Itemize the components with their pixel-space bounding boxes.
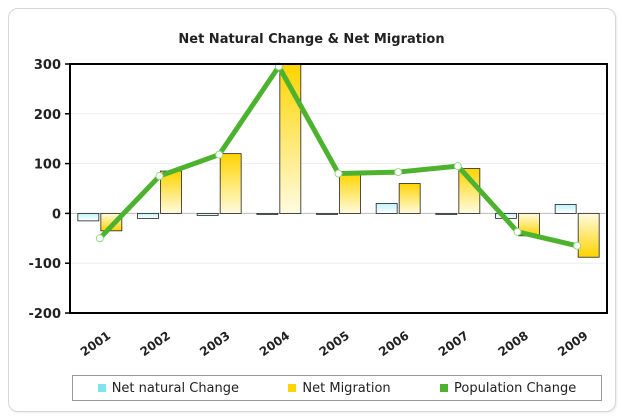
legend-label: Net Migration: [302, 380, 391, 396]
gridlines: [70, 113, 607, 264]
legend-label: Net natural Change: [111, 380, 240, 396]
bar-net-natural-change: [316, 212, 338, 215]
population-change-point: [394, 168, 403, 177]
bar-net-natural-change: [435, 212, 458, 215]
y-tick-label: -100: [28, 257, 61, 272]
bar-net-natural-change: [554, 204, 577, 214]
x-tick-label: 2006: [376, 328, 411, 359]
x-tick-label: 2002: [138, 328, 173, 359]
x-tick-label: 2001: [78, 328, 113, 359]
bar-net-natural-change: [77, 212, 100, 222]
chart-card: [8, 8, 616, 412]
x-tick-label: 2005: [317, 328, 352, 359]
population-change-point: [215, 150, 224, 159]
population-change-point: [95, 234, 104, 243]
bar-net-migration: [398, 183, 421, 214]
legend-item-net-migration: Net Migration: [288, 380, 391, 396]
y-tick-label: 200: [34, 108, 61, 123]
legend-item-net-natural-change: Net natural Change: [97, 380, 240, 396]
population-change-line: [95, 62, 582, 250]
population-change-point: [334, 169, 343, 178]
legend: Net natural Change Net Migration Populat…: [72, 375, 602, 401]
y-axis-ticks: -200 -100 0 100 200 300: [28, 58, 70, 322]
population-change-point: [155, 172, 164, 181]
y-tick-label: -200: [28, 307, 61, 322]
x-tick-label: 2008: [496, 328, 531, 359]
x-tick-label: 2003: [197, 328, 232, 359]
legend-swatch-cyan: [97, 384, 106, 392]
legend-swatch-yellow: [288, 384, 297, 392]
bar-net-migration: [339, 173, 361, 214]
population-change-point: [453, 162, 462, 171]
bar-net-migration: [219, 153, 242, 214]
population-change-point: [513, 227, 522, 236]
legend-swatch-green: [440, 384, 449, 392]
x-tick-label: 2004: [257, 328, 292, 359]
population-change-line-path: [97, 63, 580, 249]
legend-label: Population Change: [454, 380, 577, 396]
bar-net-natural-change: [196, 212, 219, 216]
x-tick-label: 2009: [555, 328, 590, 359]
legend-item-population-change: Population Change: [440, 381, 576, 396]
bar-net-natural-change: [137, 212, 159, 219]
bar-net-migration: [160, 170, 182, 214]
net-migration-bars: [100, 63, 600, 258]
plot-frame: [69, 63, 608, 314]
y-tick-label: 0: [52, 207, 61, 222]
chart-title: Net Natural Change & Net Migration: [178, 32, 445, 47]
population-change-point: [573, 241, 582, 250]
y-tick-label: 300: [34, 58, 61, 73]
y-tick-label: 100: [34, 158, 61, 173]
x-axis-ticks: 2001 2002 2003 2004 2005 2006 2007 2008 2009: [78, 328, 591, 359]
bar-net-natural-change: [375, 203, 398, 214]
bar-net-natural-change: [256, 212, 279, 215]
x-tick-label: 2007: [436, 328, 471, 359]
bar-net-migration: [577, 212, 600, 258]
